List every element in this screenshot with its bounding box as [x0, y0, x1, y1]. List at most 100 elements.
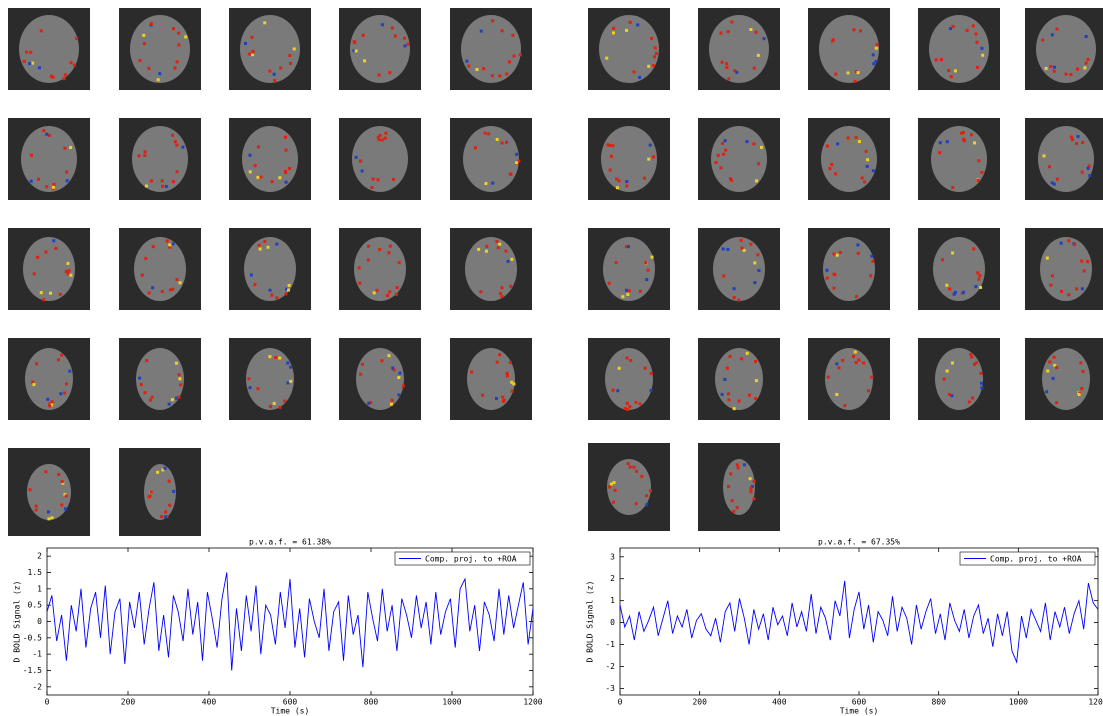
- activation: [757, 269, 761, 273]
- activation: [67, 269, 71, 273]
- activation: [951, 24, 955, 28]
- activation: [170, 398, 174, 402]
- activation: [511, 33, 515, 37]
- activation: [174, 361, 178, 365]
- activation: [871, 169, 875, 173]
- activation: [947, 392, 951, 396]
- activation: [366, 258, 370, 262]
- x-tick-label: 1200: [523, 698, 542, 707]
- activation: [973, 141, 977, 145]
- activation: [66, 261, 70, 265]
- activation: [401, 384, 405, 388]
- activation: [163, 515, 167, 519]
- activation: [1080, 287, 1084, 291]
- activation: [63, 73, 67, 77]
- activation: [286, 381, 290, 385]
- activation: [29, 153, 33, 157]
- activation: [42, 298, 46, 302]
- brain-tissue: [601, 126, 657, 192]
- activation: [278, 176, 282, 180]
- activation: [721, 247, 725, 251]
- activation: [45, 185, 49, 189]
- activation: [852, 354, 856, 358]
- activation: [377, 73, 381, 77]
- activation: [723, 139, 727, 143]
- activation: [972, 247, 976, 251]
- activation: [284, 171, 288, 175]
- x-tick-label: 1200: [1088, 698, 1103, 707]
- activation: [1049, 283, 1053, 287]
- activation: [151, 245, 155, 249]
- activation: [636, 23, 640, 27]
- activation: [256, 175, 260, 179]
- activation: [725, 65, 729, 69]
- activation: [258, 247, 262, 251]
- activation: [650, 255, 654, 259]
- activation: [358, 281, 362, 285]
- activation: [626, 462, 630, 466]
- activation: [969, 133, 973, 137]
- activation: [611, 500, 615, 504]
- activation: [151, 286, 155, 290]
- x-axis-label: Time (s): [840, 707, 879, 716]
- brain-tissue: [246, 348, 294, 410]
- activation: [68, 369, 72, 373]
- activation: [506, 259, 510, 263]
- activation: [250, 35, 254, 39]
- activation: [31, 380, 35, 384]
- activation: [975, 361, 979, 365]
- activation: [484, 182, 488, 186]
- activation: [628, 465, 632, 469]
- activation: [273, 79, 277, 83]
- activation: [171, 287, 175, 291]
- activation: [391, 366, 395, 370]
- brain-tissue: [240, 15, 300, 83]
- activation: [846, 136, 850, 140]
- activation: [287, 288, 291, 292]
- activation: [948, 287, 952, 291]
- activation: [732, 287, 736, 291]
- activation: [625, 180, 629, 184]
- activation: [171, 180, 175, 184]
- activation: [737, 399, 741, 403]
- brain-tissue: [144, 464, 176, 520]
- activation: [854, 135, 858, 139]
- activation: [63, 391, 67, 395]
- activation: [1049, 64, 1053, 68]
- activation: [756, 53, 760, 57]
- activation: [29, 50, 33, 54]
- activation: [654, 51, 658, 55]
- activation: [728, 177, 732, 181]
- activation: [160, 290, 164, 294]
- activation: [651, 155, 655, 159]
- activation: [479, 290, 483, 294]
- activation: [976, 271, 980, 275]
- activation: [64, 382, 68, 386]
- activation: [65, 170, 69, 174]
- activation: [616, 389, 620, 393]
- x-tick-label: 600: [283, 698, 298, 707]
- activation: [42, 129, 46, 133]
- activation: [1048, 360, 1052, 364]
- activation: [504, 249, 508, 253]
- activation: [138, 58, 142, 62]
- activation: [175, 60, 179, 64]
- activation: [505, 140, 509, 144]
- activation: [869, 274, 873, 278]
- activation: [386, 294, 390, 298]
- activation: [856, 71, 860, 75]
- activation: [855, 295, 859, 299]
- activation: [1059, 241, 1063, 245]
- brain-tissue: [1042, 348, 1090, 410]
- activation: [640, 474, 644, 478]
- activation: [866, 389, 870, 393]
- activation: [168, 503, 172, 507]
- activation: [727, 392, 731, 396]
- activation: [732, 509, 736, 513]
- activation: [856, 251, 860, 255]
- activation: [1081, 369, 1085, 373]
- activation: [716, 153, 720, 157]
- activation: [1087, 164, 1091, 168]
- activation: [479, 29, 483, 33]
- activation: [482, 67, 486, 71]
